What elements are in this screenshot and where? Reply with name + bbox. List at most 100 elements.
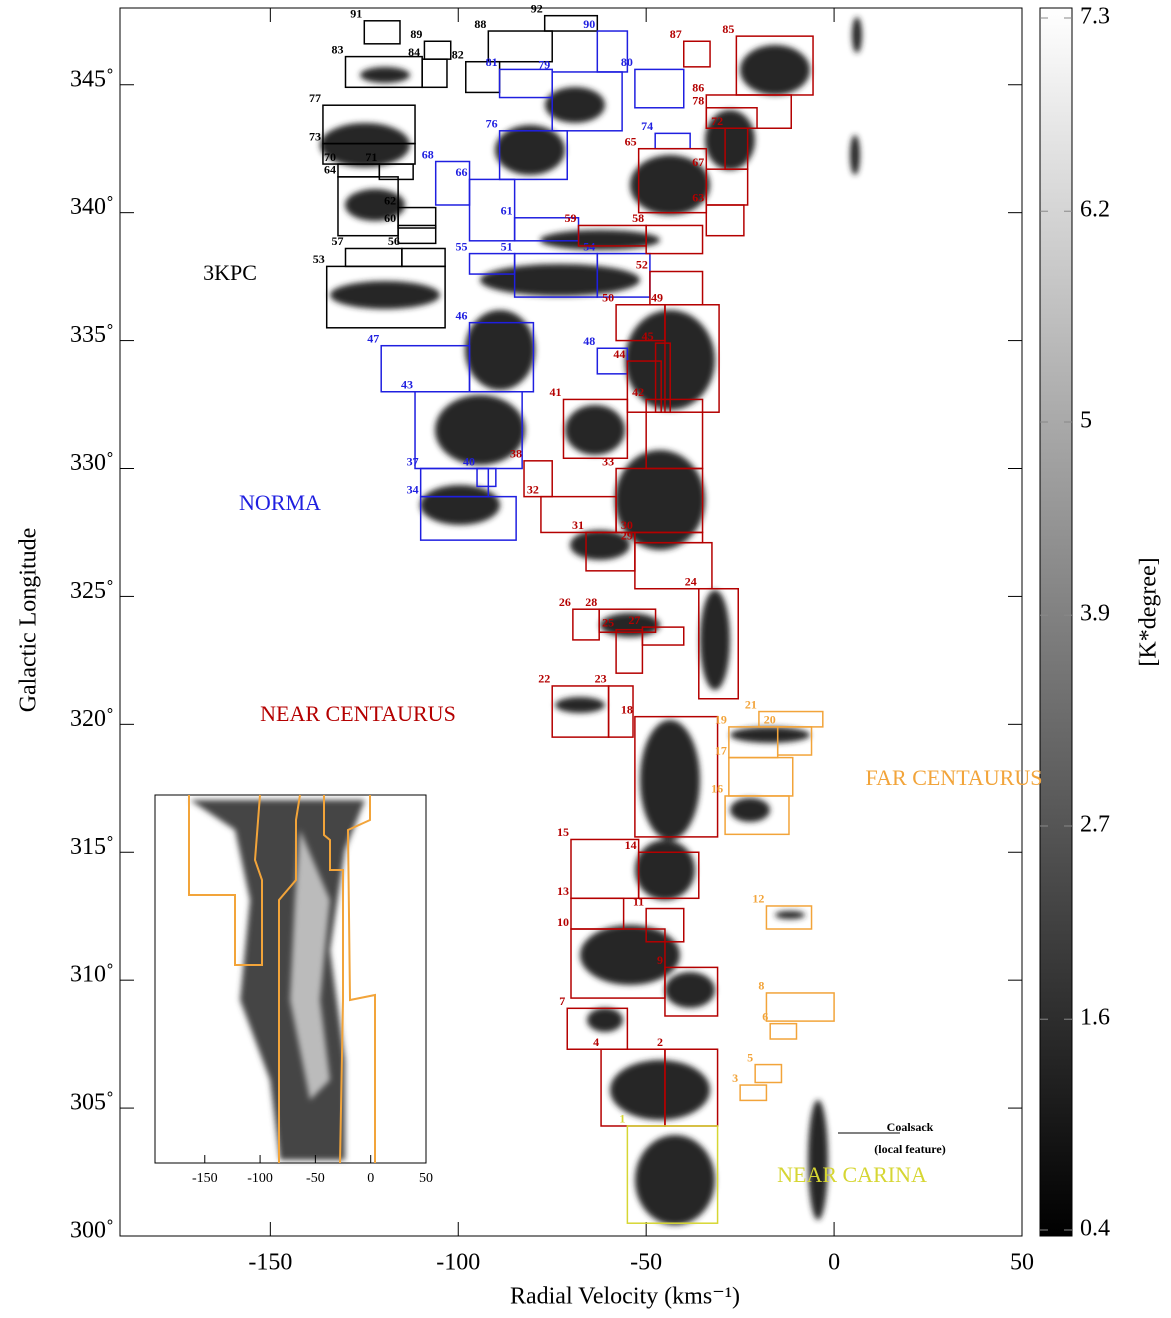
- cloud-label: 24: [685, 574, 697, 588]
- y-tick-label: 310˚: [70, 962, 114, 988]
- cloud-box: [683, 40, 711, 68]
- cloud-label: 46: [456, 308, 468, 322]
- cloud-label: 3: [732, 1071, 738, 1085]
- cloud-box: [654, 132, 691, 150]
- cloud-label: 72: [711, 114, 723, 128]
- inset-boundaries: [188, 794, 376, 1164]
- colorbar-tick-label: 2.7: [1080, 812, 1110, 838]
- colorbar-tick-label: 1.6: [1080, 1005, 1110, 1031]
- group-label: NEAR CENTAURUS: [260, 701, 456, 726]
- cloud-label: 68: [422, 147, 434, 161]
- cloud-label: 87: [670, 27, 682, 41]
- cloud-box: [401, 247, 446, 268]
- cloud-box: [645, 398, 704, 470]
- cloud-label: 56: [388, 234, 400, 248]
- cloud-box: [626, 360, 662, 413]
- cloud-label: 61: [501, 204, 513, 218]
- cloud-label: 10: [557, 915, 569, 929]
- cloud-label: 58: [632, 211, 644, 225]
- cloud-box: [468, 252, 516, 275]
- cloud-label: 90: [583, 17, 595, 31]
- cloud-label: 33: [602, 454, 614, 468]
- cloud-label: 91: [350, 7, 362, 21]
- cloud-label: 8: [758, 979, 764, 993]
- x-tick-label: -150: [248, 1250, 292, 1276]
- x-tick-label: -100: [436, 1250, 480, 1276]
- cloud-label: 2: [657, 1035, 663, 1049]
- cloud-box: [645, 907, 685, 943]
- cloud-label: 52: [636, 257, 648, 271]
- cloud-label: 76: [486, 117, 498, 131]
- plot-frame: [119, 7, 1023, 1237]
- cloud-box: [654, 342, 671, 413]
- cloud-label: 11: [633, 894, 644, 908]
- cloud-label: 83: [332, 42, 344, 56]
- colorbar-tick-label: 0.4: [1080, 1216, 1110, 1242]
- cloud-label: 34: [407, 482, 419, 496]
- cloud-box: [754, 1063, 783, 1084]
- cloud-box: [570, 897, 625, 930]
- cloud-label: 15: [557, 825, 569, 839]
- inset: [154, 794, 427, 1164]
- cloud-box: [551, 71, 623, 132]
- cloud-label: 73: [309, 129, 321, 143]
- cloud-label: 18: [621, 702, 633, 716]
- cloud-label: 20: [764, 713, 776, 727]
- cloud-label: 42: [632, 385, 644, 399]
- cloud-box: [596, 30, 629, 73]
- x-axis-title: Radial Velocity (kms⁻¹): [510, 1284, 740, 1310]
- y-tick-label: 325˚: [70, 578, 114, 604]
- y-tick-label: 320˚: [70, 706, 114, 732]
- cloud-box: [498, 130, 568, 181]
- cloud-label: 65: [625, 134, 637, 148]
- cloud-label: 89: [410, 27, 422, 41]
- cloud-box: [615, 628, 644, 674]
- cloud-label: 86: [692, 81, 704, 95]
- cloud-label: 1: [619, 1112, 625, 1126]
- cloud-box: [543, 14, 599, 32]
- cloud-box: [698, 587, 739, 700]
- cloud-label: 62: [384, 193, 396, 207]
- cloud-box: [626, 1125, 719, 1224]
- cloud-label: 6: [762, 1009, 768, 1023]
- cloud-box: [705, 94, 792, 129]
- cloud-label: 66: [456, 165, 468, 179]
- cloud-label: 64: [324, 163, 336, 177]
- cloud-box: [523, 460, 553, 498]
- cloud-box: [769, 1022, 798, 1040]
- cloud-label: 41: [549, 385, 561, 399]
- cloud-label: 4: [593, 1035, 599, 1049]
- cloud-label: 92: [531, 1, 543, 15]
- cloud-label: 38: [510, 447, 522, 461]
- cloud-label: 7: [559, 994, 565, 1008]
- cloud-box: [476, 467, 497, 488]
- cloud-box: [570, 838, 640, 900]
- inset-x-tick-label: -50: [306, 1171, 325, 1186]
- cloud-label: 12: [752, 892, 764, 906]
- cloud-label: 49: [651, 291, 663, 305]
- cloud-label: 5: [747, 1050, 753, 1064]
- cloud-label: 55: [456, 239, 468, 253]
- colorbar: [1039, 7, 1073, 1237]
- cloud-label: 19: [715, 713, 727, 727]
- x-tick-label: 0: [828, 1250, 840, 1276]
- annotation: (local feature): [874, 1142, 945, 1156]
- cloud-label: 74: [641, 119, 653, 133]
- cloud-label: 44: [613, 347, 625, 361]
- emission-background: [320, 17, 862, 1225]
- cloud-label: 81: [486, 55, 498, 69]
- cloud-box: [765, 905, 813, 930]
- cloud-box: [322, 104, 416, 145]
- inset-x-tick-label: -100: [247, 1171, 273, 1186]
- cloud-box: [468, 178, 516, 242]
- cloud-label: 85: [722, 22, 734, 36]
- cloud-box: [363, 20, 401, 45]
- cloud-box: [421, 58, 448, 89]
- cloud-label: 48: [583, 334, 595, 348]
- cloud-label: 71: [365, 150, 377, 164]
- cloud-label: 30: [621, 518, 633, 532]
- colorbar-tick-label: 6.2: [1080, 197, 1110, 223]
- cloud-box: [705, 168, 749, 206]
- cloud-label: 14: [625, 838, 637, 852]
